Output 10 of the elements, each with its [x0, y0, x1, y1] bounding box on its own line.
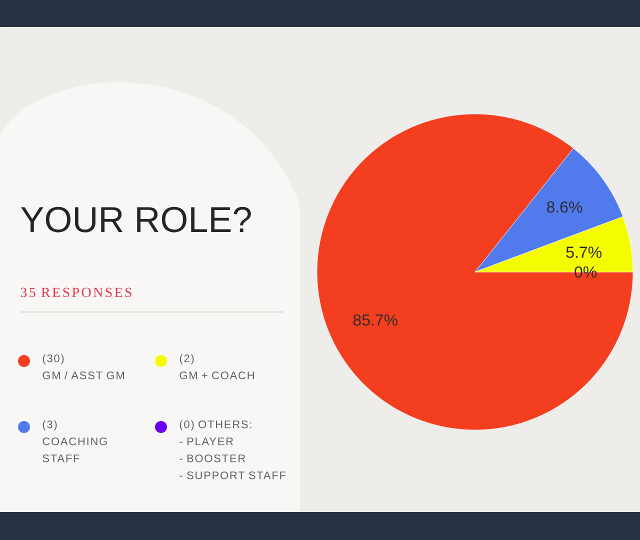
text: 35 RESPONSES — [20, 288, 132, 298]
data-label: 8.6% — [546, 201, 582, 213]
data-label: 85.7% — [353, 314, 398, 326]
text: 0% — [574, 266, 597, 278]
legend-label: (3) COACHING STAFF — [42, 420, 107, 462]
legend-label: (0) OTHERS: - PLAYER - BOOSTER - SUPPORT STAFF — [180, 420, 286, 480]
data-label: 5.7% — [566, 246, 602, 258]
text: YOUR ROLE? — [20, 206, 251, 232]
legend-label: (2) GM + COACH — [180, 354, 254, 380]
legend-label: (30) GM / ASST GM — [42, 354, 124, 380]
